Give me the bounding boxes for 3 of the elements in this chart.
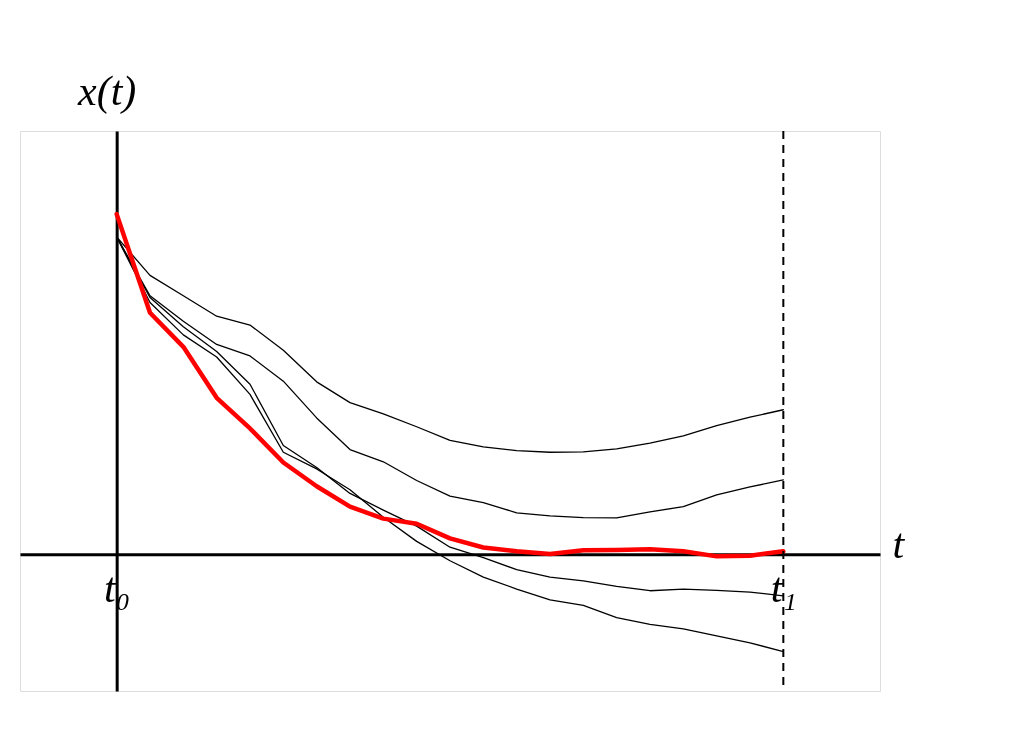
- x-axis-title: t: [892, 520, 906, 567]
- x-tick-label: t₁: [770, 564, 797, 611]
- y-axis-title: x(t): [77, 67, 137, 115]
